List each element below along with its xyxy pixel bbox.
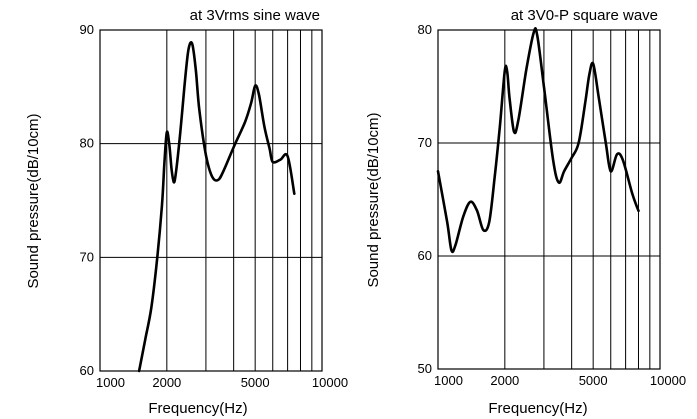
y-tick-label: 70 [418,135,432,150]
x-tick-label: 2000 [152,375,181,390]
y-tick-label: 50 [418,361,432,376]
plot-frame [99,29,323,372]
chart-title: at 3Vrms sine wave [190,7,320,24]
y-axis-label: Sound pressure(dB/10cm) [25,113,42,288]
plot-frame [437,29,661,370]
x-tick-label: 10000 [312,375,348,390]
y-tick-label: 60 [418,248,432,263]
y-tick-label: 90 [80,22,94,37]
x-axis-label: Frequency(Hz) [148,400,247,417]
chart-title: at 3V0-P square wave [511,7,658,24]
y-tick-label: 60 [80,363,94,378]
x-tick-label: 10000 [650,373,686,388]
x-tick-label: 1000 [96,375,125,390]
response-curve [137,41,296,373]
x-tick-label: 2000 [490,373,519,388]
y-tick-label: 70 [80,249,94,264]
y-axis-label: Sound pressure(dB/10cm) [365,112,382,287]
x-tick-label: 5000 [579,373,608,388]
square-wave-chart: at 3V0-P square wave Sound pressure(dB/1… [365,7,686,417]
y-tick-label: 80 [80,136,94,151]
x-axis-label: Frequency(Hz) [488,400,587,417]
y-tick-label: 80 [418,22,432,37]
x-tick-label: 1000 [434,373,463,388]
response-curve [436,27,640,254]
x-tick-label: 5000 [241,375,270,390]
sine-wave-chart: at 3Vrms sine wave Sound pressure(dB/10c… [25,7,348,417]
